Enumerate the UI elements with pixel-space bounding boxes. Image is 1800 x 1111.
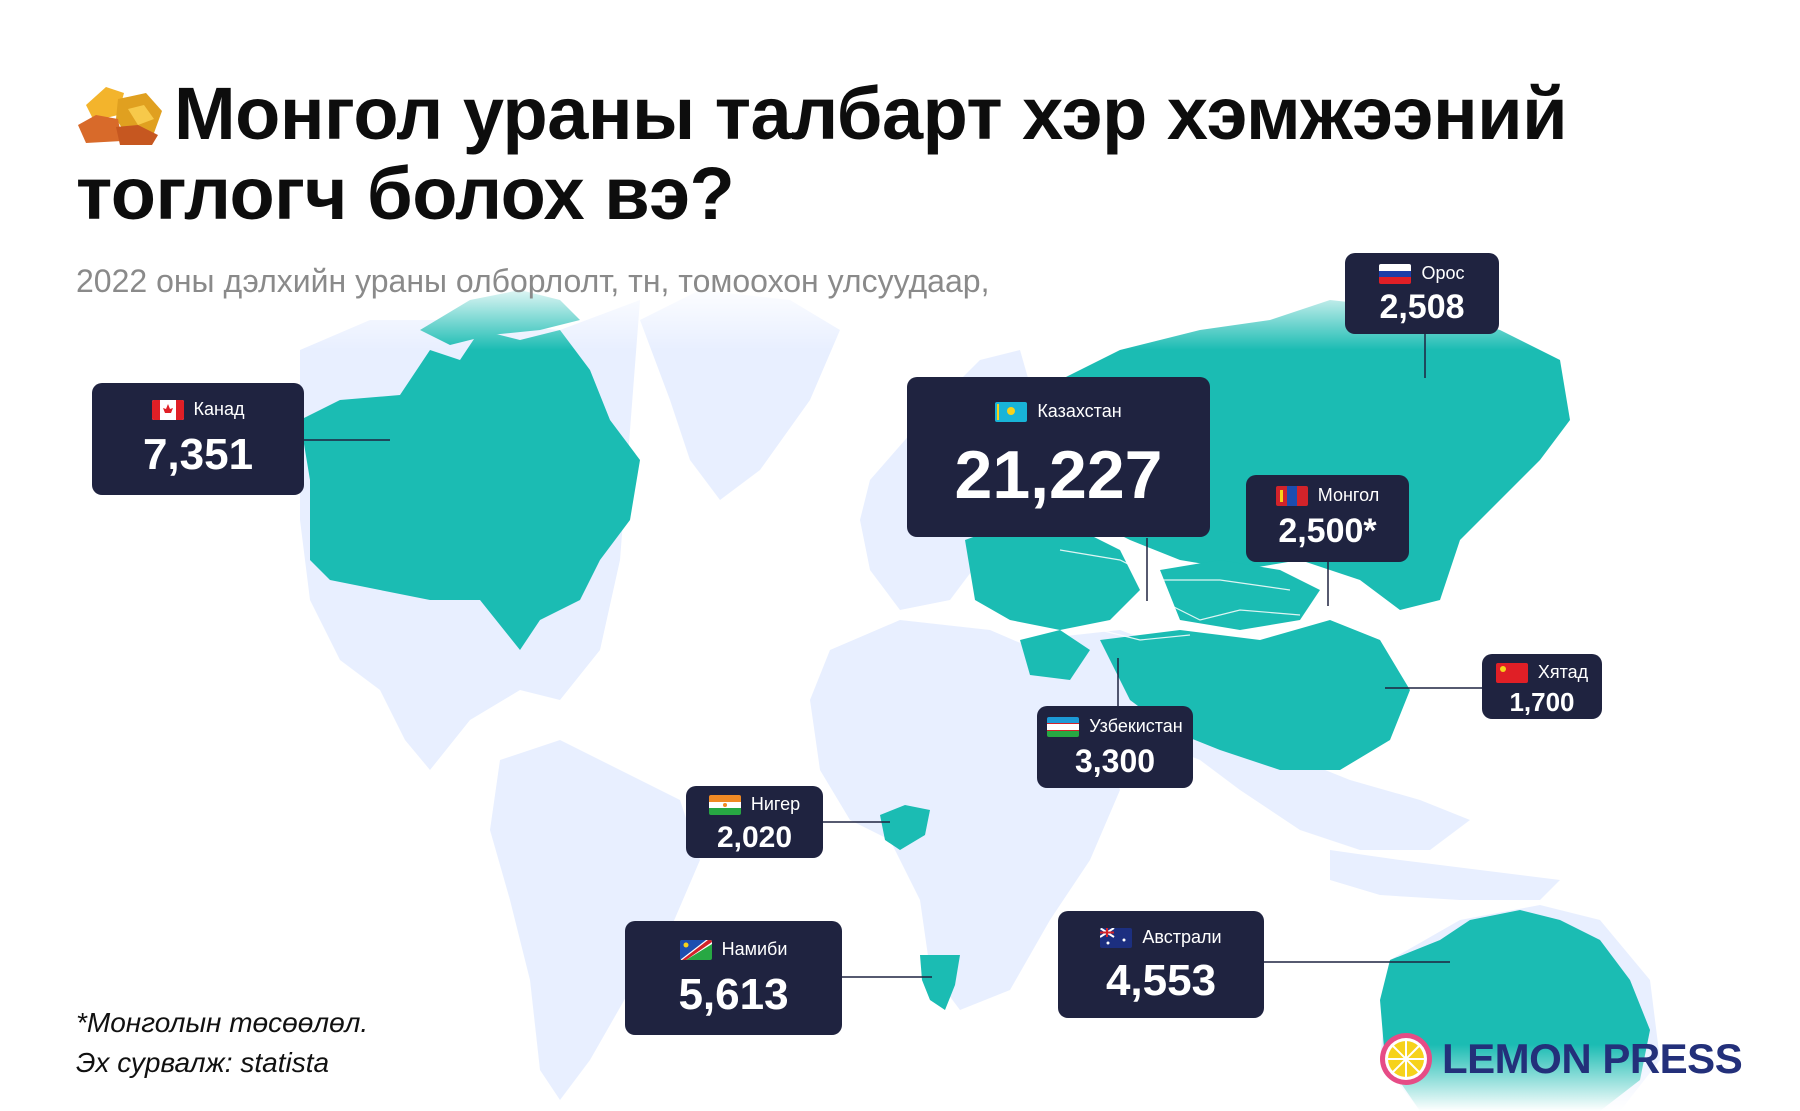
country-name: Намиби	[721, 939, 788, 959]
country-value: 2,508	[1379, 288, 1465, 326]
country-name: Казахстан	[1037, 401, 1122, 421]
page-title: Монгол ураны талбарт хэр хэмжээний тогло…	[76, 74, 1756, 234]
uranium-ore-icon	[78, 87, 162, 145]
country-value: 3,300	[1074, 743, 1156, 779]
country-value: 4,553	[1105, 956, 1217, 1005]
russia-flag-icon	[1379, 263, 1412, 284]
card-russia: Орос 2,508	[1345, 253, 1499, 334]
canada-flag-icon	[151, 399, 184, 420]
mongolia-flag-icon	[1275, 485, 1308, 506]
country-value: 7,351	[142, 430, 254, 479]
country-name: Монгол	[1317, 485, 1380, 505]
card-mongolia: Монгол 2,500*	[1246, 475, 1409, 562]
south-america-land	[490, 740, 700, 1100]
card-kazakhstan: Казахстан 21,227	[907, 377, 1210, 537]
namibia-shape	[920, 955, 960, 1010]
leader-lines	[304, 334, 1482, 978]
indonesia-land	[1330, 850, 1560, 900]
card-canada: Канад 7,351	[92, 383, 304, 495]
china-flag-icon	[1495, 662, 1528, 683]
footnote: *Монголын төсөөлөл.	[76, 1007, 369, 1038]
uzbekistan-shape	[1020, 630, 1090, 680]
country-name: Узбекистан	[1089, 716, 1183, 736]
country-value: 21,227	[954, 437, 1163, 513]
country-name: Канад	[193, 399, 245, 419]
country-value: 1,700	[1509, 687, 1575, 717]
uzbekistan-flag-icon	[1047, 716, 1080, 737]
country-value: 5,613	[678, 970, 789, 1019]
country-value: 2,020	[716, 821, 793, 854]
arctic-fade	[0, 280, 1800, 350]
lemon-icon	[1380, 1033, 1432, 1085]
mongolia-shape	[1160, 560, 1320, 630]
asia-borders	[1059, 549, 1301, 641]
subtitle: 2022 оны дэлхийн ураны олборлолт, тн, то…	[76, 263, 990, 299]
australia-flag-icon	[1100, 927, 1133, 948]
source: Эх сурвалж: statista	[76, 1047, 330, 1078]
niger-flag-icon	[708, 794, 741, 815]
card-uzbekistan: Узбекистан 3,300	[1037, 706, 1193, 788]
kazakhstan-flag-icon	[995, 401, 1028, 422]
logo-text: LEMON PRESS	[1442, 1035, 1743, 1082]
card-china: Хятад 1,700	[1482, 654, 1602, 719]
country-value: 2,500*	[1278, 512, 1377, 550]
card-niger: Нигер 2,020	[686, 786, 823, 858]
logo: LEMON PRESS	[1378, 1031, 1743, 1087]
namibia-flag-icon	[679, 939, 712, 960]
country-name: Нигер	[750, 794, 801, 814]
title-text: Монгол ураны талбарт хэр хэмжээний тогло…	[76, 72, 1568, 235]
card-namibia: Намиби 5,613	[625, 921, 842, 1035]
country-name: Хятад	[1537, 662, 1589, 682]
country-name: Орос	[1421, 263, 1465, 283]
niger-shape	[880, 805, 930, 850]
canada-shape	[300, 330, 640, 650]
kazakhstan-shape	[965, 520, 1140, 630]
country-name: Австрали	[1142, 927, 1222, 947]
card-australia: Австрали 4,553	[1058, 911, 1264, 1018]
footnote-block: *Монголын төсөөлөл. Эх сурвалж: statista	[76, 1003, 368, 1083]
